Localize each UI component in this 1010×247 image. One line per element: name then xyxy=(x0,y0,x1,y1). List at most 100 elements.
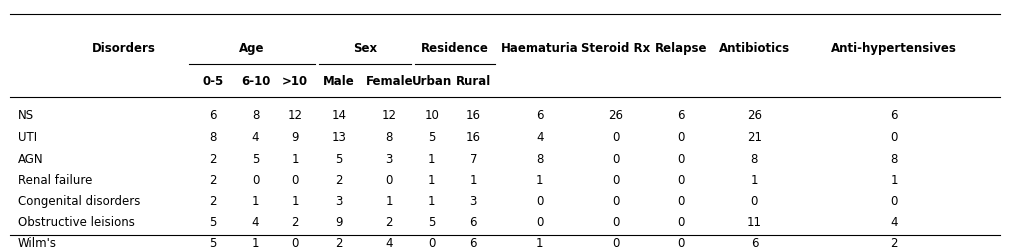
Text: 8: 8 xyxy=(750,153,759,166)
Text: Wilm's: Wilm's xyxy=(18,237,57,247)
Text: 8: 8 xyxy=(890,153,898,166)
Text: 1: 1 xyxy=(428,174,435,187)
Text: 2: 2 xyxy=(209,195,217,208)
Text: 0: 0 xyxy=(612,153,619,166)
Text: 6: 6 xyxy=(470,216,477,229)
Text: 0: 0 xyxy=(536,195,543,208)
Text: 6: 6 xyxy=(209,109,217,122)
Text: 0: 0 xyxy=(251,174,260,187)
Text: 4: 4 xyxy=(251,131,260,144)
Text: Age: Age xyxy=(239,41,265,55)
Text: 9: 9 xyxy=(335,216,342,229)
Text: 1: 1 xyxy=(428,195,435,208)
Text: 5: 5 xyxy=(251,153,260,166)
Text: 6: 6 xyxy=(678,109,685,122)
Text: 0: 0 xyxy=(678,216,685,229)
Text: 2: 2 xyxy=(209,153,217,166)
Text: 1: 1 xyxy=(251,195,260,208)
Text: 0: 0 xyxy=(386,174,393,187)
Text: 1: 1 xyxy=(890,174,898,187)
Text: 8: 8 xyxy=(209,131,217,144)
Text: 0: 0 xyxy=(678,195,685,208)
Text: 0: 0 xyxy=(678,174,685,187)
Text: 4: 4 xyxy=(386,237,393,247)
Text: 12: 12 xyxy=(288,109,303,122)
Text: Disorders: Disorders xyxy=(92,41,156,55)
Text: 0: 0 xyxy=(612,131,619,144)
Text: 5: 5 xyxy=(428,216,435,229)
Text: 2: 2 xyxy=(209,174,217,187)
Text: Rural: Rural xyxy=(456,75,491,88)
Text: Urban: Urban xyxy=(412,75,451,88)
Text: 1: 1 xyxy=(428,153,435,166)
Text: 0: 0 xyxy=(750,195,759,208)
Text: 0: 0 xyxy=(292,237,299,247)
Text: 0: 0 xyxy=(612,195,619,208)
Text: 8: 8 xyxy=(386,131,393,144)
Text: 1: 1 xyxy=(536,237,543,247)
Text: 0: 0 xyxy=(612,216,619,229)
Text: UTI: UTI xyxy=(18,131,37,144)
Text: 5: 5 xyxy=(209,216,217,229)
Text: 26: 26 xyxy=(747,109,762,122)
Text: 26: 26 xyxy=(608,109,623,122)
Text: 1: 1 xyxy=(470,174,477,187)
Text: 0: 0 xyxy=(292,174,299,187)
Text: AGN: AGN xyxy=(18,153,43,166)
Text: Congenital disorders: Congenital disorders xyxy=(18,195,140,208)
Text: 1: 1 xyxy=(251,237,260,247)
Text: Renal failure: Renal failure xyxy=(18,174,92,187)
Text: Residence: Residence xyxy=(421,41,489,55)
Text: 8: 8 xyxy=(251,109,260,122)
Text: Female: Female xyxy=(366,75,413,88)
Text: Steroid Rx: Steroid Rx xyxy=(581,41,650,55)
Text: 0: 0 xyxy=(678,237,685,247)
Text: 1: 1 xyxy=(536,174,543,187)
Text: Anti-hypertensives: Anti-hypertensives xyxy=(831,41,956,55)
Text: 6: 6 xyxy=(890,109,898,122)
Text: 1: 1 xyxy=(292,153,299,166)
Text: 0: 0 xyxy=(536,216,543,229)
Text: 2: 2 xyxy=(292,216,299,229)
Text: 11: 11 xyxy=(747,216,762,229)
Text: 1: 1 xyxy=(386,195,393,208)
Text: 21: 21 xyxy=(747,131,762,144)
Text: 2: 2 xyxy=(890,237,898,247)
Text: 4: 4 xyxy=(536,131,543,144)
Text: 14: 14 xyxy=(331,109,346,122)
Text: Relapse: Relapse xyxy=(654,41,707,55)
Text: Male: Male xyxy=(323,75,355,88)
Text: 16: 16 xyxy=(466,109,481,122)
Text: Antibiotics: Antibiotics xyxy=(719,41,790,55)
Text: 0: 0 xyxy=(890,131,898,144)
Text: 4: 4 xyxy=(890,216,898,229)
Text: 6: 6 xyxy=(470,237,477,247)
Text: Haematuria: Haematuria xyxy=(501,41,579,55)
Text: 5: 5 xyxy=(335,153,342,166)
Text: 2: 2 xyxy=(335,237,342,247)
Text: 10: 10 xyxy=(424,109,439,122)
Text: 0: 0 xyxy=(428,237,435,247)
Text: NS: NS xyxy=(18,109,34,122)
Text: Obstructive leisions: Obstructive leisions xyxy=(18,216,135,229)
Text: 2: 2 xyxy=(386,216,393,229)
Text: 3: 3 xyxy=(470,195,477,208)
Text: 13: 13 xyxy=(331,131,346,144)
Text: 0: 0 xyxy=(678,153,685,166)
Text: 7: 7 xyxy=(470,153,477,166)
Text: 6-10: 6-10 xyxy=(240,75,271,88)
Text: 8: 8 xyxy=(536,153,543,166)
Text: 6: 6 xyxy=(536,109,543,122)
Text: 1: 1 xyxy=(292,195,299,208)
Text: 0-5: 0-5 xyxy=(202,75,223,88)
Text: 0: 0 xyxy=(612,174,619,187)
Text: 3: 3 xyxy=(386,153,393,166)
Text: 0: 0 xyxy=(890,195,898,208)
Text: 16: 16 xyxy=(466,131,481,144)
Text: 5: 5 xyxy=(209,237,217,247)
Text: 0: 0 xyxy=(678,131,685,144)
Text: 1: 1 xyxy=(750,174,759,187)
Text: 4: 4 xyxy=(251,216,260,229)
Text: 3: 3 xyxy=(335,195,342,208)
Text: 6: 6 xyxy=(750,237,759,247)
